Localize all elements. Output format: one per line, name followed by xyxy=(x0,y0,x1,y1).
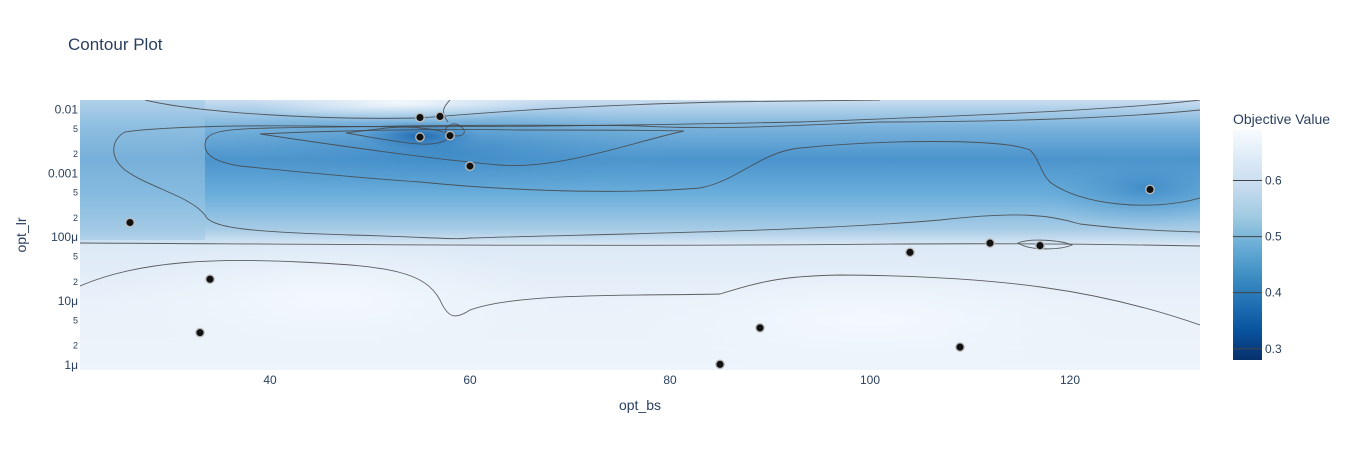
contour-line xyxy=(204,109,1200,206)
contour-line xyxy=(113,100,1200,240)
trial-point[interactable] xyxy=(985,238,995,248)
y-axis: 0.01 0.001 100μ 10μ 1μ 5 2 5 2 5 2 5 2 xyxy=(48,103,78,372)
colorbar-scale xyxy=(1233,130,1262,360)
contour-lines xyxy=(80,100,1200,326)
trial-point[interactable] xyxy=(125,217,135,228)
colorbar-tick-label: 0.5 xyxy=(1265,230,1282,244)
y-tick-label: 10μ xyxy=(58,294,78,308)
x-tick-label: 120 xyxy=(1060,373,1080,387)
y-minor-tick-label: 2 xyxy=(73,213,78,223)
y-minor-tick-label: 5 xyxy=(73,124,78,134)
contour-line xyxy=(443,100,451,123)
colorbar-tick-label: 0.3 xyxy=(1265,342,1282,356)
y-minor-tick-label: 5 xyxy=(73,188,78,198)
contour-line xyxy=(1017,239,1074,250)
y-minor-tick-label: 5 xyxy=(73,251,78,261)
colorbar-tick-label: 0.4 xyxy=(1265,286,1282,300)
y-minor-tick-label: 5 xyxy=(73,315,78,325)
trial-point[interactable] xyxy=(465,161,475,171)
colorbar-title: Objective Value xyxy=(1233,111,1330,127)
trial-point[interactable] xyxy=(415,112,425,123)
x-tick-label: 100 xyxy=(860,373,880,387)
y-minor-tick-label: 2 xyxy=(73,341,78,351)
trial-point[interactable] xyxy=(415,132,425,142)
trial-point[interactable] xyxy=(1035,240,1045,251)
colorbar-tick-label: 0.6 xyxy=(1265,173,1282,187)
contour-fill xyxy=(80,100,1200,370)
contour-light-right xyxy=(610,265,1130,370)
y-tick-label: 1μ xyxy=(64,358,78,372)
contour-line xyxy=(80,242,1200,247)
contour-line xyxy=(345,126,448,145)
trial-point[interactable] xyxy=(715,359,725,370)
colorbar: Objective Value 0.3 0.4 0.5 0.6 xyxy=(1233,111,1330,360)
chart-title: Contour Plot xyxy=(68,35,163,54)
y-minor-tick-label: 2 xyxy=(73,149,78,159)
y-tick-label: 100μ xyxy=(51,230,78,244)
trial-point[interactable] xyxy=(955,342,965,352)
contour-light-left xyxy=(100,240,560,360)
trial-point[interactable] xyxy=(435,111,445,122)
y-tick-label: 0.001 xyxy=(48,166,78,180)
trial-point[interactable] xyxy=(1145,184,1155,195)
trial-point[interactable] xyxy=(445,130,455,141)
trial-point[interactable] xyxy=(755,323,765,333)
x-tick-label: 80 xyxy=(663,373,677,387)
trial-point[interactable] xyxy=(905,247,915,258)
x-tick-label: 60 xyxy=(463,373,477,387)
contour-left-band xyxy=(80,100,205,240)
trial-points xyxy=(125,111,1155,370)
x-tick-label: 40 xyxy=(263,373,277,387)
y-minor-tick-label: 2 xyxy=(73,277,78,287)
y-tick-label: 0.01 xyxy=(55,103,79,117)
contour-right-region xyxy=(1035,148,1200,228)
trial-point[interactable] xyxy=(195,327,205,338)
y-axis-title: opt_lr xyxy=(13,217,29,252)
trial-point[interactable] xyxy=(205,274,215,285)
contour-line xyxy=(144,100,881,119)
x-axis: 40 60 80 100 120 xyxy=(263,373,1080,387)
colorbar-ticks: 0.3 0.4 0.5 0.6 xyxy=(1233,173,1282,356)
contour-line xyxy=(80,259,1200,326)
contour-line xyxy=(259,129,685,167)
x-axis-title: opt_bs xyxy=(619,397,661,413)
